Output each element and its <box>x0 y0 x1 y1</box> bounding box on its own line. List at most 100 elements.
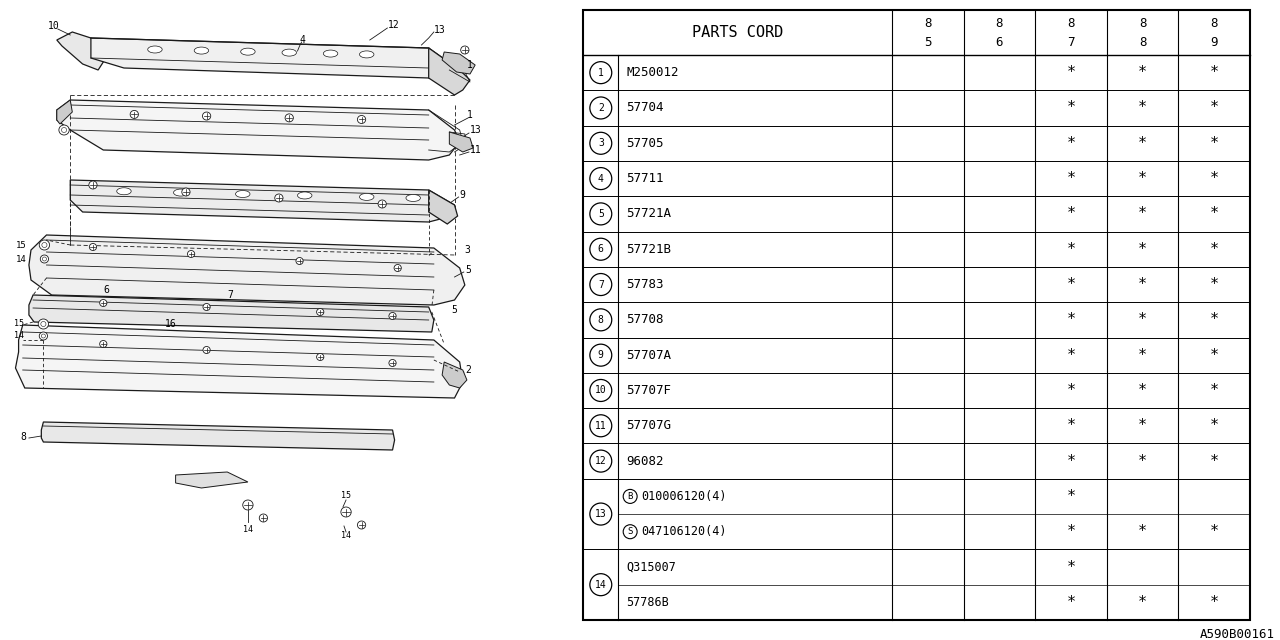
Circle shape <box>590 309 612 331</box>
Text: 1: 1 <box>598 68 604 77</box>
Circle shape <box>90 243 96 250</box>
Text: *: * <box>1210 65 1219 80</box>
Text: 6: 6 <box>598 244 604 254</box>
Text: *: * <box>1138 136 1147 151</box>
Polygon shape <box>15 325 463 398</box>
Text: 1: 1 <box>467 60 472 70</box>
Text: 12: 12 <box>388 20 399 30</box>
Text: *: * <box>1066 419 1075 433</box>
Text: *: * <box>1066 348 1075 363</box>
Text: 8: 8 <box>996 17 1004 30</box>
Text: *: * <box>1066 171 1075 186</box>
Circle shape <box>187 250 195 257</box>
Text: 57711: 57711 <box>626 172 664 185</box>
Text: 14: 14 <box>15 255 27 264</box>
Text: 57705: 57705 <box>626 137 664 150</box>
Text: 10: 10 <box>47 21 59 31</box>
Text: *: * <box>1066 242 1075 257</box>
Polygon shape <box>442 52 475 74</box>
Text: *: * <box>1138 100 1147 115</box>
Text: 8: 8 <box>1068 17 1075 30</box>
Text: 6: 6 <box>104 285 109 295</box>
Text: 14: 14 <box>243 525 252 534</box>
Circle shape <box>260 514 268 522</box>
Text: *: * <box>1138 207 1147 221</box>
Text: *: * <box>1138 277 1147 292</box>
Text: *: * <box>1138 65 1147 80</box>
Text: *: * <box>1210 524 1219 540</box>
Text: *: * <box>1138 419 1147 433</box>
Circle shape <box>461 46 468 54</box>
Circle shape <box>38 319 49 329</box>
Text: *: * <box>1138 242 1147 257</box>
Text: 5: 5 <box>924 36 932 49</box>
Polygon shape <box>91 38 460 78</box>
Circle shape <box>590 503 612 525</box>
Ellipse shape <box>236 191 250 198</box>
Text: 3: 3 <box>465 245 471 255</box>
Circle shape <box>316 308 324 316</box>
Ellipse shape <box>406 195 420 202</box>
Text: *: * <box>1210 242 1219 257</box>
Circle shape <box>40 332 47 340</box>
Ellipse shape <box>174 189 188 196</box>
Text: 13: 13 <box>595 509 607 519</box>
Text: 8: 8 <box>1139 17 1147 30</box>
Text: 10: 10 <box>595 385 607 396</box>
Polygon shape <box>175 472 248 488</box>
Text: *: * <box>1138 171 1147 186</box>
Text: *: * <box>1210 100 1219 115</box>
Text: 9: 9 <box>460 190 466 200</box>
Text: 8: 8 <box>1139 36 1147 49</box>
Text: 57707F: 57707F <box>626 384 671 397</box>
Text: 9: 9 <box>598 350 604 360</box>
Text: *: * <box>1210 171 1219 186</box>
Text: *: * <box>1138 348 1147 363</box>
Text: 6: 6 <box>996 36 1004 49</box>
Text: 13: 13 <box>434 25 445 35</box>
Polygon shape <box>429 48 470 95</box>
Text: M250012: M250012 <box>626 66 678 79</box>
Polygon shape <box>429 190 458 224</box>
Circle shape <box>378 200 387 208</box>
Polygon shape <box>442 362 467 388</box>
Circle shape <box>357 115 366 124</box>
Text: *: * <box>1210 312 1219 327</box>
Text: 3: 3 <box>598 138 604 148</box>
Text: 14: 14 <box>14 330 24 339</box>
Circle shape <box>100 300 108 307</box>
Circle shape <box>590 450 612 472</box>
Text: 8: 8 <box>20 432 27 442</box>
Circle shape <box>590 238 612 260</box>
Circle shape <box>590 344 612 366</box>
Text: 57721B: 57721B <box>626 243 671 256</box>
Text: *: * <box>1066 100 1075 115</box>
Circle shape <box>340 507 351 517</box>
Text: *: * <box>1138 595 1147 610</box>
Circle shape <box>590 168 612 189</box>
Text: 11: 11 <box>470 145 481 155</box>
Text: 5: 5 <box>465 265 471 275</box>
Circle shape <box>296 257 303 264</box>
Circle shape <box>590 415 612 436</box>
Polygon shape <box>56 100 460 160</box>
Polygon shape <box>56 100 72 124</box>
Text: 11: 11 <box>595 420 607 431</box>
Circle shape <box>590 61 612 84</box>
Polygon shape <box>41 422 394 450</box>
Circle shape <box>204 303 210 310</box>
Circle shape <box>590 132 612 154</box>
Text: *: * <box>1210 454 1219 468</box>
Text: B: B <box>627 492 632 501</box>
Circle shape <box>100 340 108 348</box>
Text: 9: 9 <box>1211 36 1219 49</box>
Ellipse shape <box>241 48 255 55</box>
Ellipse shape <box>297 192 312 199</box>
Text: *: * <box>1066 207 1075 221</box>
Text: *: * <box>1066 312 1075 327</box>
Circle shape <box>131 111 138 118</box>
Text: 57707A: 57707A <box>626 349 671 362</box>
Text: 4: 4 <box>598 173 604 184</box>
Text: 57707G: 57707G <box>626 419 671 432</box>
Circle shape <box>623 490 637 504</box>
